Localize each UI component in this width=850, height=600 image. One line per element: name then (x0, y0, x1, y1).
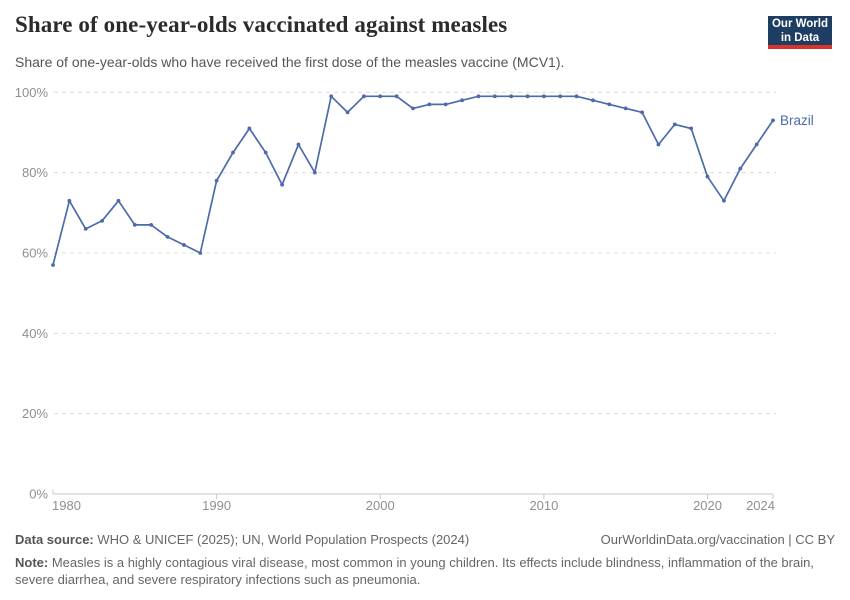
data-point-brazil-1986[interactable] (149, 222, 154, 227)
data-point-brazil-1983[interactable] (100, 218, 104, 223)
data-point-brazil-2006[interactable] (476, 94, 481, 99)
data-point-brazil-2011[interactable] (558, 94, 563, 99)
x-tick-label-2024: 2024 (746, 498, 775, 513)
data-point-brazil-1980[interactable] (51, 263, 55, 267)
x-tick-label-2000: 2000 (366, 498, 395, 513)
data-point-brazil-1996[interactable] (312, 170, 317, 175)
data-point-brazil-2022[interactable] (738, 166, 743, 171)
entity-label-brazil[interactable]: Brazil (780, 113, 814, 128)
x-tick-label-1990: 1990 (202, 498, 231, 513)
data-point-brazil-2001[interactable] (394, 94, 399, 99)
y-tick-label-40: 40% (22, 326, 48, 341)
data-point-brazil-1998[interactable] (345, 110, 350, 115)
data-point-brazil-2021[interactable] (722, 198, 726, 203)
data-point-brazil-1989[interactable] (198, 251, 203, 255)
x-tick-label-2020: 2020 (693, 498, 722, 513)
data-source-text: WHO & UNICEF (2025); UN, World Populatio… (93, 532, 470, 547)
data-point-brazil-2009[interactable] (525, 94, 530, 99)
owid-logo-text: Our World in Data (768, 16, 832, 45)
data-point-brazil-2008[interactable] (509, 94, 514, 99)
data-point-brazil-2007[interactable] (492, 94, 497, 99)
owid-logo-line2: in Data (780, 31, 820, 44)
data-point-brazil-1993[interactable] (263, 150, 268, 155)
data-point-brazil-1995[interactable] (296, 142, 301, 147)
data-point-brazil-2012[interactable] (574, 94, 579, 99)
chart-subtitle: Share of one-year-olds who have received… (15, 54, 565, 70)
footer-note: Note: Measles is a highly contagious vir… (15, 554, 839, 589)
line-chart[interactable]: 0% 20% 40% 60% 80% 100% 1980 1990 2000 2010 2020 20… (0, 80, 850, 540)
data-point-brazil-2016[interactable] (640, 110, 644, 115)
data-point-brazil-1982[interactable] (83, 226, 88, 231)
y-tick-label-60: 60% (22, 245, 48, 260)
data-point-brazil-1985[interactable] (132, 222, 137, 227)
data-point-brazil-1994[interactable] (280, 182, 284, 187)
data-point-brazil-1997[interactable] (329, 94, 334, 99)
data-point-brazil-2018[interactable] (672, 122, 677, 127)
data-line-brazil[interactable] (52, 95, 774, 266)
data-point-brazil-2014[interactable] (607, 102, 612, 107)
data-point-brazil-2002[interactable] (411, 106, 415, 111)
note-label: Note: (15, 554, 49, 570)
attribution-link[interactable]: OurWorldinData.org/vaccination | CC BY (600, 532, 835, 547)
data-point-brazil-1981[interactable] (67, 198, 72, 203)
data-point-brazil-1984[interactable] (116, 198, 121, 203)
owid-logo-accent-bar (768, 45, 832, 49)
chart-footer: Data source: WHO & UNICEF (2025); UN, Wo… (15, 531, 835, 589)
data-point-brazil-2003[interactable] (427, 102, 432, 107)
y-tick-label-100: 100% (15, 85, 49, 100)
data-point-brazil-1988[interactable] (182, 243, 186, 247)
data-point-brazil-2023[interactable] (754, 142, 759, 147)
y-tick-label-20: 20% (22, 406, 48, 421)
x-tick-label-2010: 2010 (529, 498, 558, 513)
data-point-brazil-2019[interactable] (689, 126, 694, 131)
owid-logo: Our World in Data (768, 16, 832, 49)
data-point-brazil-2024[interactable] (771, 118, 775, 123)
data-point-brazil-1991[interactable] (231, 150, 235, 155)
note-text: Measles is a highly contagious viral dis… (15, 554, 814, 588)
data-point-brazil-2015[interactable] (623, 106, 628, 111)
data-point-brazil-2013[interactable] (591, 98, 595, 103)
data-source-line: Data source: WHO & UNICEF (2025); UN, Wo… (15, 531, 469, 549)
data-point-brazil-1992[interactable] (247, 126, 252, 131)
owid-logo-line1: Our World (771, 18, 828, 30)
x-tick-label-1980: 1980 (52, 498, 81, 513)
y-tick-label-0: 0% (29, 487, 48, 502)
data-point-brazil-2005[interactable] (460, 98, 464, 103)
y-tick-label-80: 80% (22, 165, 48, 180)
data-source-label: Data source: (15, 532, 94, 547)
data-point-brazil-2004[interactable] (443, 102, 448, 107)
data-point-brazil-2010[interactable] (542, 94, 546, 99)
data-point-brazil-2017[interactable] (656, 142, 661, 147)
chart-title: Share of one-year-olds vaccinated agains… (15, 12, 508, 37)
data-point-brazil-1990[interactable] (214, 178, 219, 183)
data-point-brazil-1999[interactable] (362, 94, 366, 99)
data-point-brazil-2000[interactable] (378, 94, 383, 99)
data-point-brazil-1987[interactable] (165, 235, 170, 239)
data-point-brazil-2020[interactable] (705, 174, 710, 179)
